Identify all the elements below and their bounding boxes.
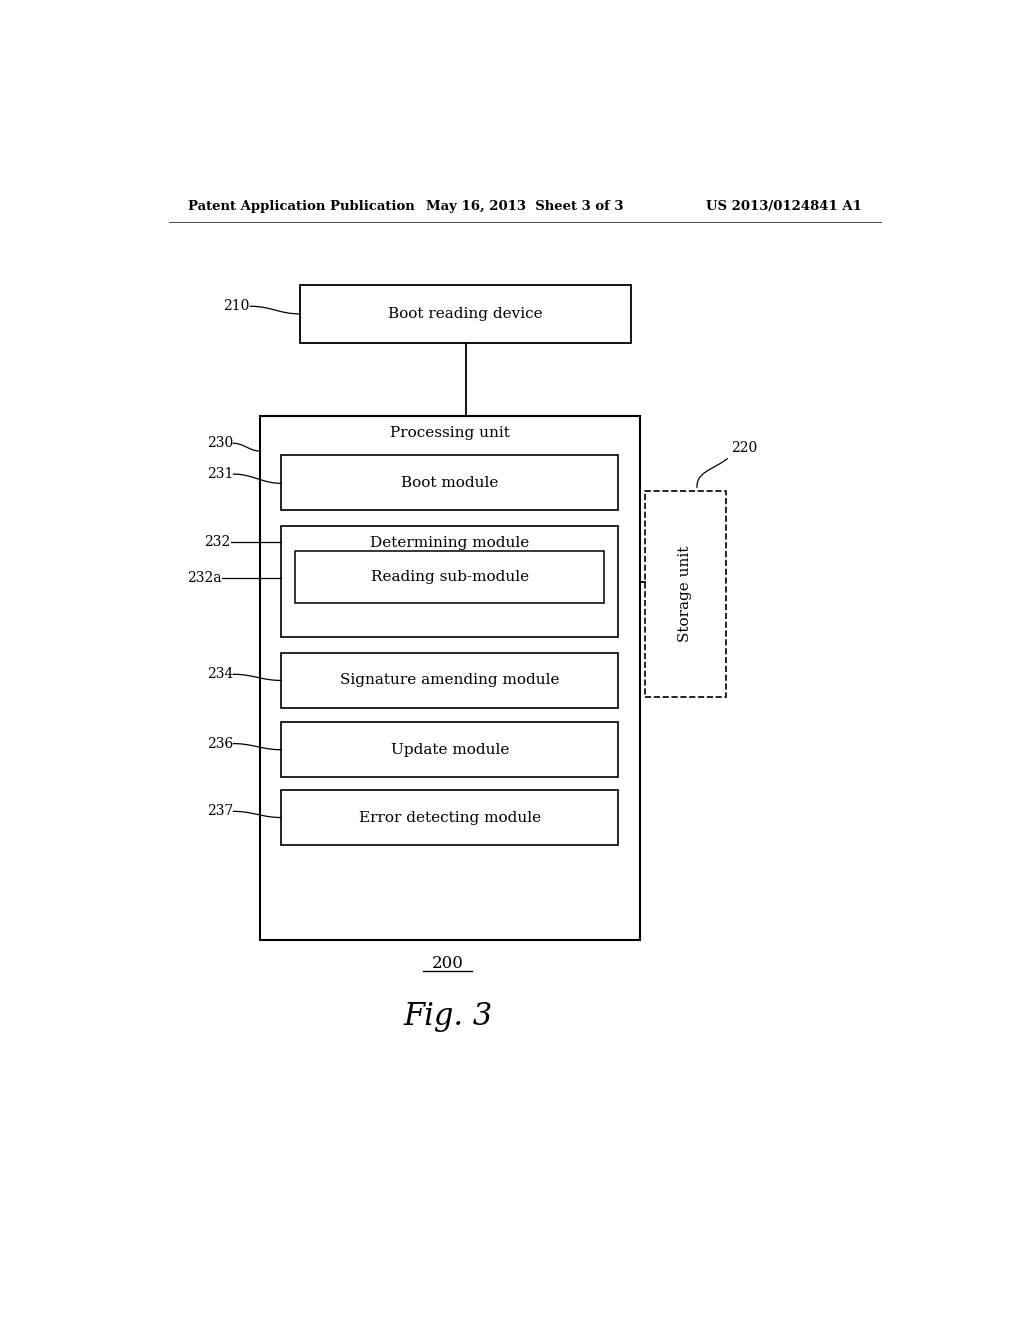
Text: 232: 232	[205, 535, 230, 549]
Text: Fig. 3: Fig. 3	[403, 1002, 493, 1032]
Text: 236: 236	[207, 737, 233, 751]
Text: 234: 234	[207, 668, 233, 681]
Text: 210: 210	[223, 300, 250, 313]
Bar	[282, 722, 617, 777]
Text: Processing unit: Processing unit	[390, 426, 510, 441]
Text: Determining module: Determining module	[370, 536, 529, 549]
Bar	[295, 552, 604, 603]
Bar	[282, 525, 617, 638]
Bar	[260, 416, 640, 940]
Text: 230: 230	[207, 437, 233, 450]
Text: 220: 220	[731, 441, 758, 455]
Text: May 16, 2013  Sheet 3 of 3: May 16, 2013 Sheet 3 of 3	[426, 199, 624, 213]
Text: Update module: Update module	[390, 743, 509, 756]
Text: 231: 231	[207, 467, 233, 480]
Text: Reading sub-module: Reading sub-module	[371, 570, 528, 585]
Bar	[645, 491, 726, 697]
Bar	[282, 789, 617, 845]
Text: Error detecting module: Error detecting module	[358, 810, 541, 825]
Bar	[282, 455, 617, 511]
Text: 237: 237	[207, 804, 233, 818]
Text: Signature amending module: Signature amending module	[340, 673, 559, 688]
Text: 200: 200	[432, 954, 464, 972]
Text: Storage unit: Storage unit	[678, 546, 692, 643]
Bar	[282, 653, 617, 708]
Text: 232a: 232a	[186, 572, 221, 585]
Text: Boot module: Boot module	[401, 475, 499, 490]
Text: US 2013/0124841 A1: US 2013/0124841 A1	[707, 199, 862, 213]
Text: Boot reading device: Boot reading device	[388, 308, 543, 321]
Text: Patent Application Publication: Patent Application Publication	[188, 199, 415, 213]
Bar	[300, 285, 631, 343]
